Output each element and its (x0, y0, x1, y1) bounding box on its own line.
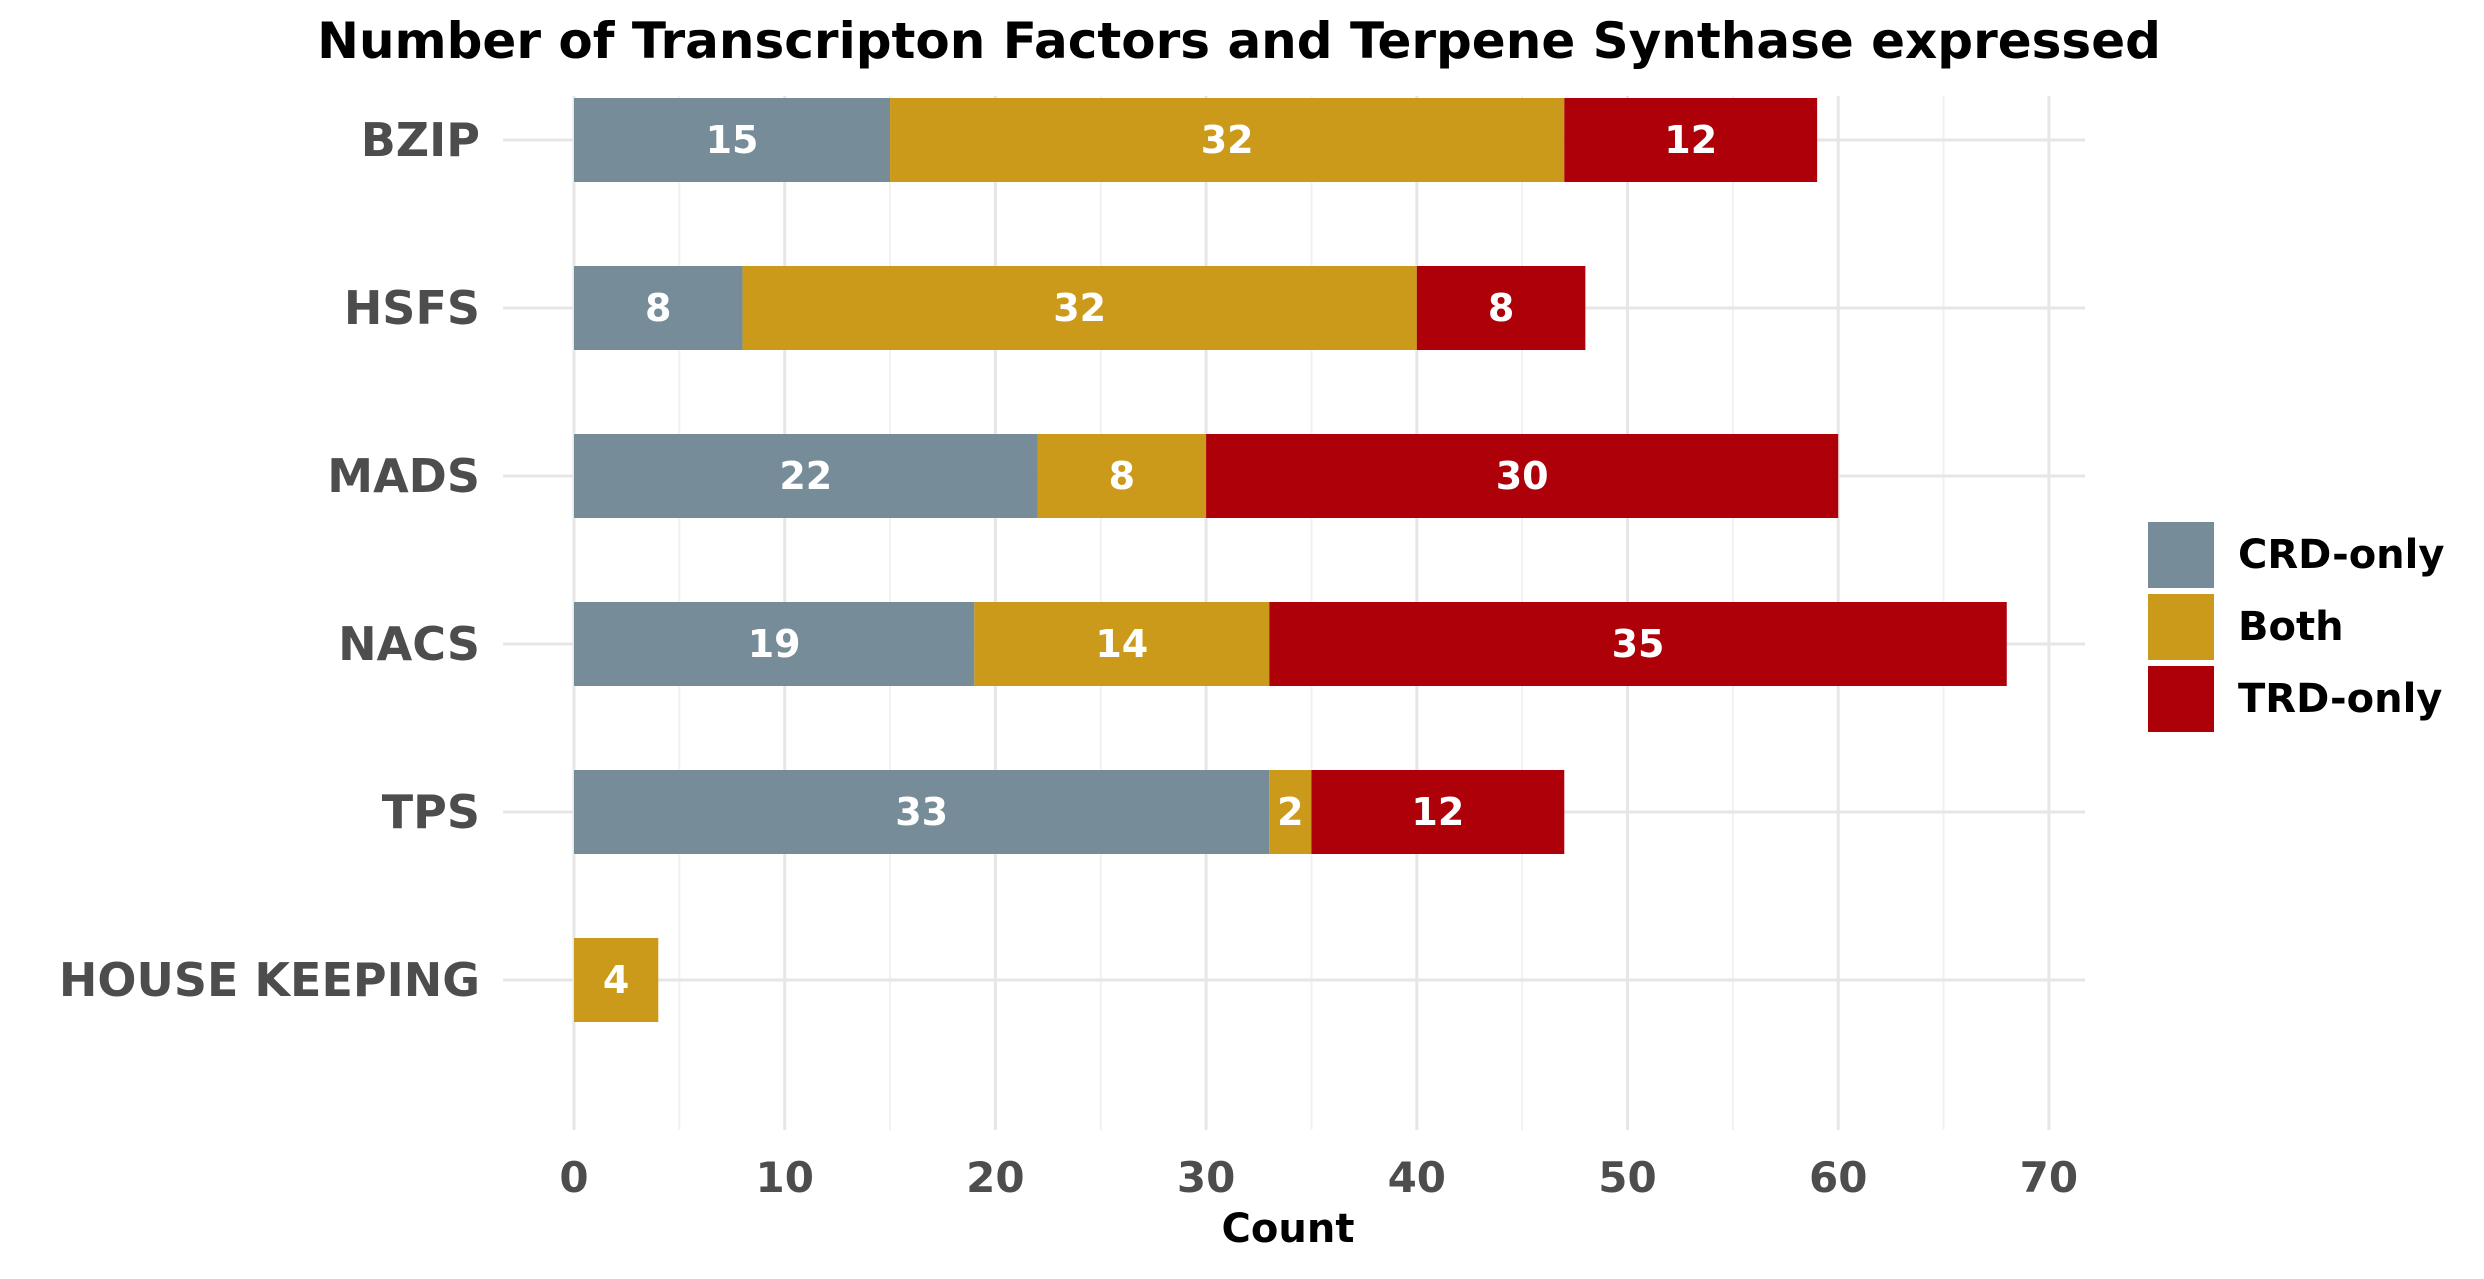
x-tick-label: 50 (1598, 1153, 1656, 1202)
x-tick-label: 10 (755, 1153, 813, 1202)
x-tick-label: 30 (1177, 1153, 1235, 1202)
bar-segment (890, 98, 1565, 182)
bar-segment (1037, 434, 1207, 518)
bar-value-label: 8 (645, 286, 671, 330)
y-tick-label: MADS (327, 449, 480, 503)
bar-value-label: 8 (1488, 286, 1514, 330)
bar-value-label: 8 (1109, 454, 1135, 498)
bar-value-label: 32 (1053, 286, 1106, 330)
bar-segment (574, 266, 743, 350)
bar-segment (574, 602, 975, 686)
x-tick-label: 40 (1388, 1153, 1446, 1202)
x-tick-label: 0 (559, 1153, 588, 1202)
bar-labels: 15 32 12 8 32 8 22 8 30 19 14 35 33 2 12 4 (603, 118, 1717, 1002)
bar-value-label: 12 (1664, 118, 1717, 162)
y-tick-label: TPS (382, 785, 480, 839)
bar-segment (1269, 602, 2007, 686)
x-tick-label: 70 (2020, 1153, 2078, 1202)
bar-value-label: 15 (706, 118, 759, 162)
legend-key (2148, 666, 2214, 732)
bar-segment (1416, 266, 1586, 350)
legend-label: CRD-only (2238, 532, 2444, 578)
legend-key (2148, 522, 2214, 588)
bar-segment (574, 938, 659, 1022)
bar-segment (1564, 98, 1818, 182)
bar-value-label: 19 (748, 622, 801, 666)
x-axis-title: Count (1222, 1206, 1355, 1252)
bar-segment (974, 602, 1270, 686)
bar-value-label: 2 (1277, 790, 1303, 834)
bar-value-label: 22 (779, 454, 832, 498)
bar-segment (742, 266, 1417, 350)
legend-key (2148, 594, 2214, 660)
bar-value-label: 33 (895, 790, 948, 834)
bar-value-label: 32 (1201, 118, 1254, 162)
bar-segment (574, 434, 1038, 518)
x-tick-label: 60 (1809, 1153, 1867, 1202)
y-axis: BZIP HSFS MADS NACS TPS HOUSE KEEPING (59, 113, 480, 1007)
bar-segment (1269, 770, 1312, 854)
x-tick-label: 20 (966, 1153, 1024, 1202)
y-tick-label: NACS (338, 617, 480, 671)
legend-label: TRD-only (2238, 676, 2442, 722)
y-tick-label: BZIP (361, 113, 480, 167)
bar-value-label: 12 (1411, 790, 1464, 834)
bars (574, 98, 2007, 1022)
bar-value-label: 14 (1095, 622, 1148, 666)
legend-label: Both (2238, 604, 2344, 650)
x-axis: 0 10 20 30 40 50 60 70 (559, 1153, 2078, 1202)
bar-segment (1311, 770, 1565, 854)
bar-segment (1206, 434, 1839, 518)
y-tick-label: HOUSE KEEPING (59, 953, 480, 1007)
bar-value-label: 4 (603, 958, 629, 1002)
bar-value-label: 30 (1496, 454, 1549, 498)
chart-title: Number of Transcripton Factors and Terpe… (317, 12, 2161, 70)
bar-segment (574, 98, 891, 182)
bar-segment (574, 770, 1270, 854)
bar-value-label: 35 (1612, 622, 1665, 666)
legend: CRD-only Both TRD-only (2148, 522, 2444, 732)
y-tick-label: HSFS (344, 281, 480, 335)
